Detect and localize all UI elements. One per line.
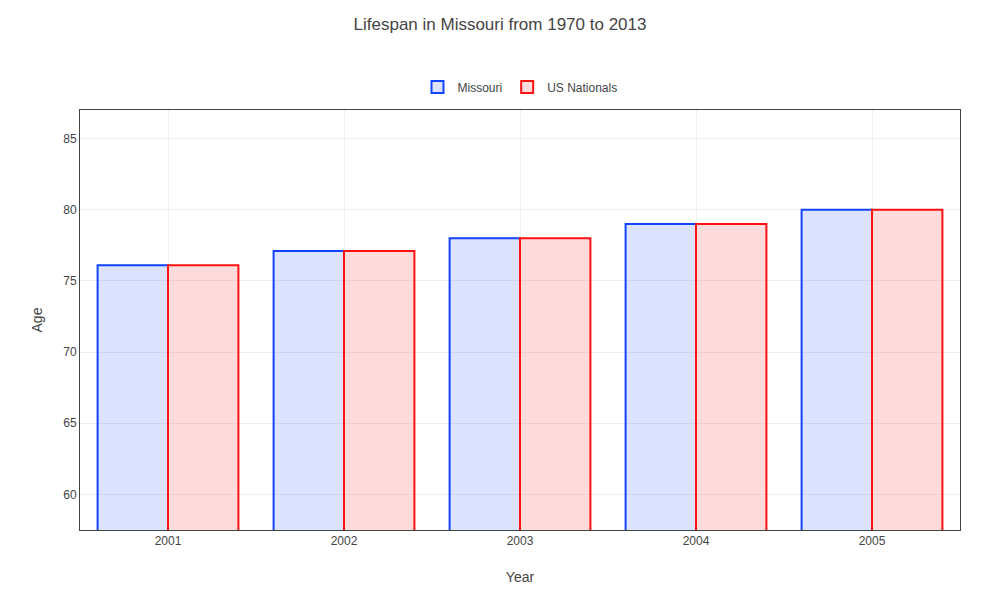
svg-text:75: 75 [63, 274, 77, 288]
svg-text:2001: 2001 [155, 534, 182, 548]
svg-text:2003: 2003 [507, 534, 534, 548]
svg-text:Age: Age [29, 307, 45, 332]
svg-text:70: 70 [63, 345, 77, 359]
svg-text:2004: 2004 [683, 534, 710, 548]
svg-text:65: 65 [63, 416, 77, 430]
svg-text:80: 80 [63, 203, 77, 217]
svg-text:Missouri: Missouri [458, 81, 503, 95]
svg-text:Year: Year [506, 569, 535, 585]
svg-text:85: 85 [63, 132, 77, 146]
svg-text:US Nationals: US Nationals [547, 81, 617, 95]
svg-text:60: 60 [63, 488, 77, 502]
svg-text:Lifespan in Missouri from 1970: Lifespan in Missouri from 1970 to 2013 [354, 15, 647, 34]
svg-text:2002: 2002 [331, 534, 358, 548]
svg-text:2005: 2005 [859, 534, 886, 548]
